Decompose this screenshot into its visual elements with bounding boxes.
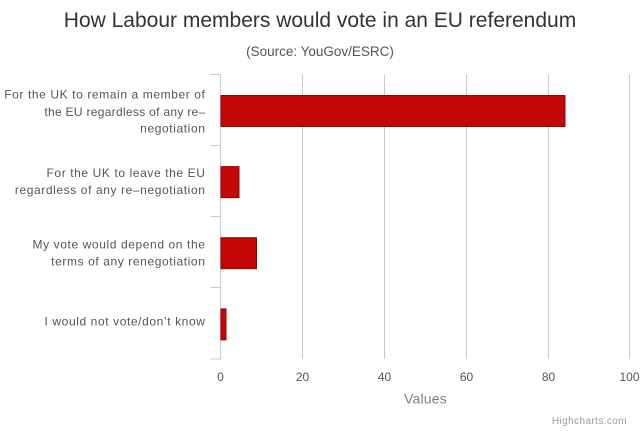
svg-text:60: 60 xyxy=(460,370,474,384)
svg-text:How Labour members would vote: How Labour members would vote in an EU r… xyxy=(64,9,576,32)
svg-text:Highcharts.com: Highcharts.com xyxy=(552,416,627,426)
svg-text:I would not vote/don’t know: I would not vote/don’t know xyxy=(45,315,206,329)
svg-text:terms of any renegotiation: terms of any renegotiation xyxy=(51,254,205,268)
svg-text:negotiation: negotiation xyxy=(140,121,205,135)
svg-text:100: 100 xyxy=(619,370,639,384)
svg-text:(Source: YouGov/ESRC): (Source: YouGov/ESRC) xyxy=(246,44,394,59)
svg-text:80: 80 xyxy=(542,370,556,384)
svg-text:For the UK to remain a member: For the UK to remain a member of xyxy=(4,87,205,101)
svg-text:20: 20 xyxy=(296,370,310,384)
svg-text:regardless of any re–negotiati: regardless of any re–negotiation xyxy=(15,183,206,197)
svg-text:the EU regardless of any re–: the EU regardless of any re– xyxy=(44,105,205,119)
svg-text:My vote would depend on the: My vote would depend on the xyxy=(33,237,206,251)
svg-text:Values: Values xyxy=(404,391,447,407)
svg-text:40: 40 xyxy=(378,370,392,384)
svg-text:For the UK to leave the EU: For the UK to leave the EU xyxy=(46,166,205,180)
svg-text:0: 0 xyxy=(217,370,224,384)
